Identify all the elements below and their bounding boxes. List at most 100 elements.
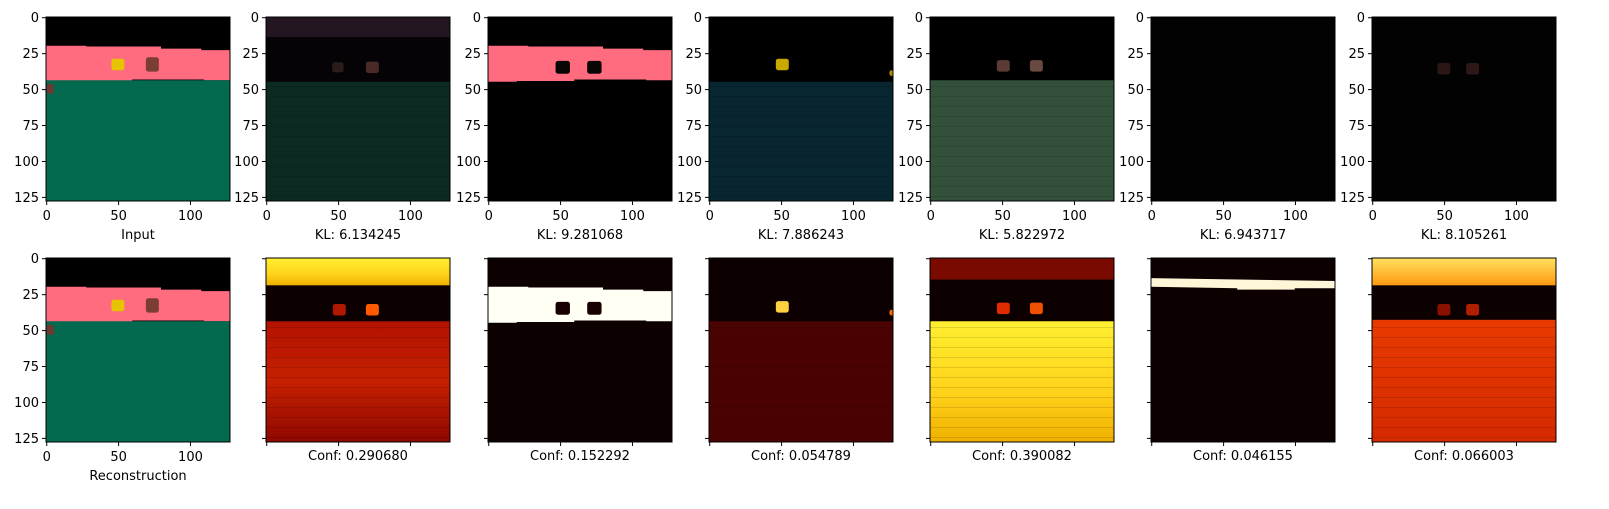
wall-band xyxy=(488,286,672,323)
axes-frame xyxy=(1150,257,1336,443)
object-hole xyxy=(555,301,570,315)
panel-caption: Conf: 0.390082 xyxy=(972,449,1072,464)
object-blob xyxy=(889,309,893,316)
bottom-row-panel-1: 0 50 100 0 25 50 75 100 125 Reconstruction xyxy=(14,252,231,484)
y-tick-label: 25 xyxy=(1127,47,1144,62)
y-tick-label: 125 xyxy=(14,191,39,206)
panel-caption: Conf: 0.290680 xyxy=(308,449,408,464)
y-tick-label: 50 xyxy=(1348,83,1365,98)
y-tick-label: 50 xyxy=(906,83,923,98)
bottom-row-panel-2: Conf: 0.290680 xyxy=(262,257,451,464)
x-tick-label: 50 xyxy=(552,209,569,224)
x-tick-label: 100 xyxy=(841,209,866,224)
top-row-panel-4: 0 50 100 0 25 50 75 100 125 KL: 7.886243 xyxy=(677,11,894,243)
top-row-panel-3: 0 50 100 0 25 50 75 100 125 KL: 9.281068 xyxy=(456,11,673,243)
panel-caption: Conf: 0.152292 xyxy=(530,449,630,464)
panel-image xyxy=(1372,17,1556,201)
y-tick-label: 50 xyxy=(685,83,702,98)
y-tick-label: 75 xyxy=(464,119,481,134)
bottom-row-panel-4: Conf: 0.054789 xyxy=(705,257,894,464)
x-tick-label: 50 xyxy=(1215,209,1232,224)
y-tick-label: 125 xyxy=(1340,191,1365,206)
panel-caption: KL: 9.281068 xyxy=(537,228,623,243)
panel-caption: KL: 8.105261 xyxy=(1421,228,1507,243)
y-tick-label: 25 xyxy=(22,47,39,62)
edge-object xyxy=(46,324,54,335)
top-row-panel-2: 0 50 100 0 25 50 75 100 125 KL: 6.134245 xyxy=(234,11,451,243)
x-tick-label: 50 xyxy=(773,209,790,224)
y-tick-label: 50 xyxy=(464,83,481,98)
axes-frame xyxy=(929,257,1115,443)
y-tick-label: 125 xyxy=(677,191,702,206)
yellow-object xyxy=(775,301,789,313)
panel-grid: 0 50 100 0 25 50 75 100 125 Input 0 50 100 0 25 50 75 100… xyxy=(14,11,1557,484)
brown-object xyxy=(145,298,159,313)
y-tick-label: 75 xyxy=(22,360,39,375)
panel-image xyxy=(488,258,672,442)
object-blob xyxy=(996,60,1010,72)
object-blob xyxy=(332,304,346,316)
top-row-panel-7: 0 50 100 0 25 50 75 100 125 KL: 8.105261 xyxy=(1340,11,1557,243)
y-tick-label: 100 xyxy=(1340,155,1365,170)
x-tick-label: 50 xyxy=(994,209,1011,224)
panel-image xyxy=(488,17,672,201)
y-tick-label: 75 xyxy=(242,119,259,134)
axes-frame xyxy=(265,257,451,443)
y-tick-label: 100 xyxy=(1119,155,1144,170)
yellow-object xyxy=(775,58,789,71)
x-tick-label: 50 xyxy=(110,209,127,224)
y-tick-label: 50 xyxy=(22,324,39,339)
axes-frame xyxy=(929,16,1115,202)
y-tick-label: 25 xyxy=(685,47,702,62)
object-blob xyxy=(1437,63,1451,75)
x-tick-label: 100 xyxy=(1283,209,1308,224)
object-blob xyxy=(996,302,1010,315)
panel-image xyxy=(1151,17,1335,201)
y-tick-label: 100 xyxy=(677,155,702,170)
y-tick-label: 0 xyxy=(31,252,39,267)
object-blob xyxy=(1029,302,1043,315)
y-tick-label: 25 xyxy=(906,47,923,62)
object-hole xyxy=(587,301,602,315)
panel-caption: KL: 7.886243 xyxy=(758,228,844,243)
y-tick-label: 75 xyxy=(1348,119,1365,134)
axes-frame xyxy=(708,16,894,202)
axes-frame xyxy=(708,257,894,443)
axes-frame xyxy=(487,257,673,443)
panel-image xyxy=(266,17,450,201)
panel-caption: Conf: 0.066003 xyxy=(1414,449,1514,464)
x-tick-label: 0 xyxy=(1148,209,1156,224)
x-tick-label: 0 xyxy=(706,209,714,224)
floor-region xyxy=(46,321,230,442)
panel-caption: Reconstruction xyxy=(89,469,186,484)
x-tick-label: 50 xyxy=(1436,209,1453,224)
edge-object xyxy=(46,83,54,94)
y-tick-label: 125 xyxy=(1119,191,1144,206)
sky-edge-band xyxy=(1151,278,1335,290)
y-tick-label: 100 xyxy=(898,155,923,170)
wall-band xyxy=(46,286,230,323)
y-tick-label: 100 xyxy=(456,155,481,170)
x-tick-label: 0 xyxy=(485,209,493,224)
panel-caption: KL: 6.134245 xyxy=(315,228,401,243)
axes-frame xyxy=(1150,16,1336,202)
x-tick-label: 50 xyxy=(330,209,347,224)
y-tick-label: 25 xyxy=(22,288,39,303)
x-tick-label: 100 xyxy=(620,209,645,224)
wall-band xyxy=(46,45,230,82)
yellow-object xyxy=(111,299,125,312)
bottom-row-panel-5: Conf: 0.390082 xyxy=(926,257,1115,464)
y-tick-label: 125 xyxy=(898,191,923,206)
y-tick-label: 100 xyxy=(14,155,39,170)
object-blob xyxy=(365,304,379,316)
y-tick-label: 0 xyxy=(31,11,39,26)
panel-image xyxy=(266,258,450,442)
y-tick-label: 0 xyxy=(915,11,923,26)
y-tick-label: 0 xyxy=(1357,11,1365,26)
object-blob xyxy=(889,70,893,76)
axes-frame xyxy=(1371,16,1557,202)
brown-object xyxy=(145,57,159,72)
panel-image xyxy=(930,258,1114,442)
bottom-row-panel-3: Conf: 0.152292 xyxy=(484,257,673,464)
object-blob xyxy=(365,61,379,74)
